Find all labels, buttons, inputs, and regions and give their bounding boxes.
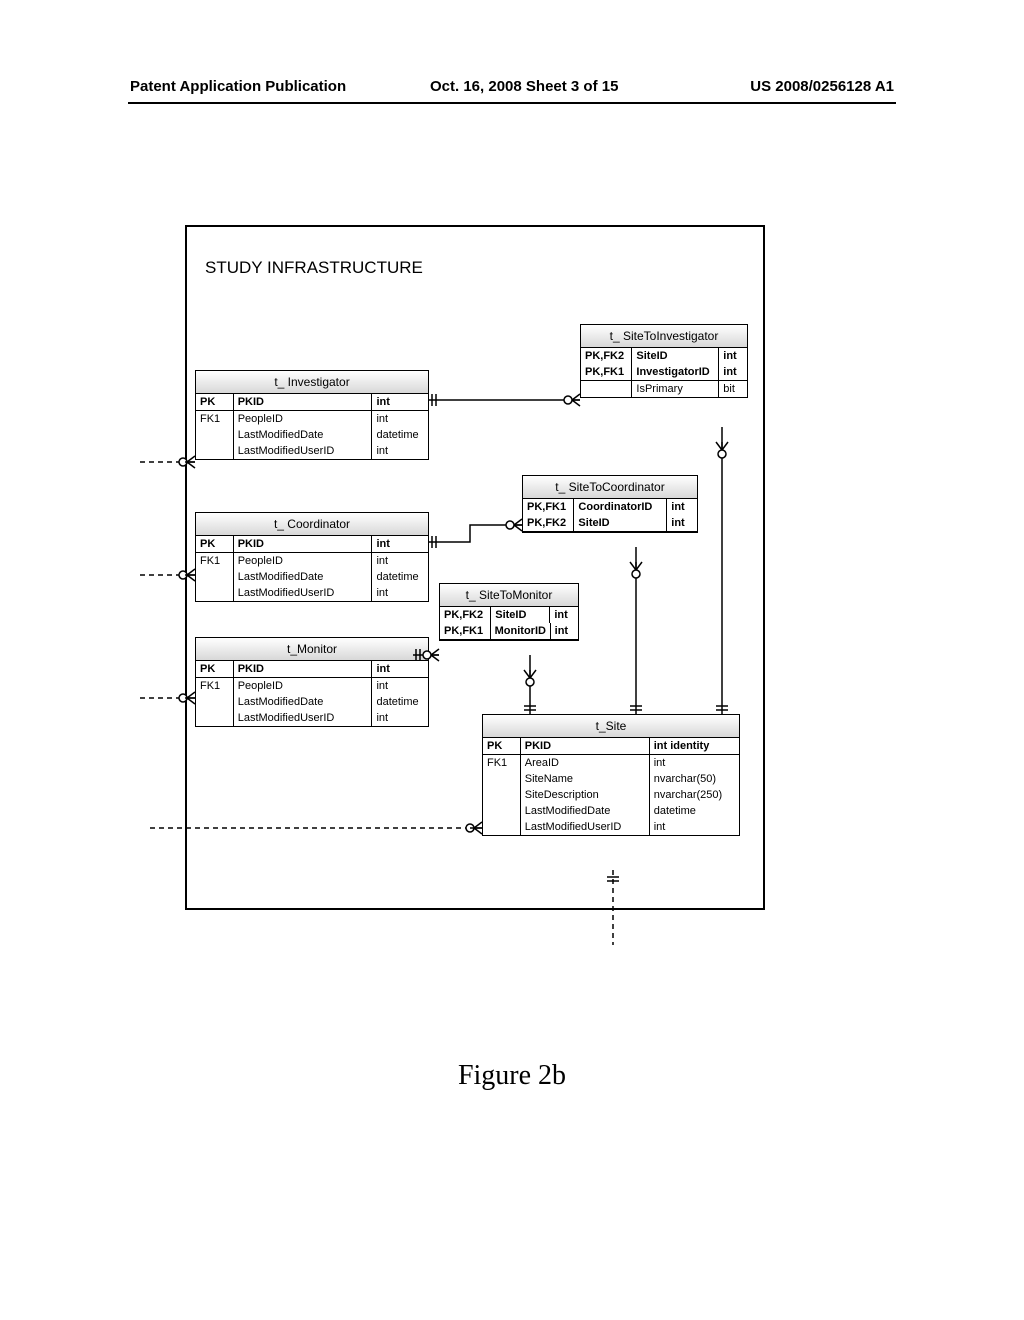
entity-row: LastModifiedUserIDint [483, 819, 739, 835]
entity-row: FK1PeopleIDint [196, 553, 428, 569]
entity-header-row: PK,FK2SiteIDint [523, 515, 697, 532]
entity-header-row: PKPKIDint [196, 536, 428, 553]
entity-header-row: PKPKIDint [196, 394, 428, 411]
entity-row: LastModifiedDatedatetime [196, 569, 428, 585]
diagram-title: STUDY INFRASTRUCTURE [205, 258, 423, 278]
entity-header-row: PK,FK2SiteIDint [581, 348, 747, 364]
entity-header-row: PK,FK1MonitorIDint [440, 623, 578, 640]
entity-title: t_ SiteToCoordinator [523, 476, 697, 499]
entity-investigator: t_ InvestigatorPKPKIDintFK1PeopleIDintLa… [195, 370, 429, 460]
entity-row: LastModifiedUserIDint [196, 585, 428, 601]
entity-monitor: t_MonitorPKPKIDintFK1PeopleIDintLastModi… [195, 637, 429, 727]
entity-row: LastModifiedUserIDint [196, 710, 428, 726]
entity-row: SiteNamenvarchar(50) [483, 771, 739, 787]
entity-header-row: PK,FK1InvestigatorIDint [581, 364, 747, 381]
entity-coordinator: t_ CoordinatorPKPKIDintFK1PeopleIDintLas… [195, 512, 429, 602]
entity-title: t_ Investigator [196, 371, 428, 394]
entity-site-to-coordinator: t_ SiteToCoordinatorPK,FK1CoordinatorIDi… [522, 475, 698, 533]
entity-row: LastModifiedDatedatetime [196, 427, 428, 443]
header-center: Oct. 16, 2008 Sheet 3 of 15 [430, 78, 618, 95]
entity-title: t_Site [483, 715, 739, 738]
entity-title: t_ SiteToInvestigator [581, 325, 747, 348]
entity-row: FK1AreaIDint [483, 755, 739, 771]
entity-title: t_ Coordinator [196, 513, 428, 536]
figure-caption: Figure 2b [0, 1060, 1024, 1092]
entity-site-to-investigator: t_ SiteToInvestigatorPK,FK2SiteIDintPK,F… [580, 324, 748, 398]
entity-row: IsPrimarybit [581, 381, 747, 397]
entity-site-to-monitor: t_ SiteToMonitorPK,FK2SiteIDintPK,FK1Mon… [439, 583, 579, 641]
entity-row: FK1PeopleIDint [196, 411, 428, 427]
entity-header-row: PKPKIDint [196, 661, 428, 678]
entity-row: LastModifiedDatedatetime [196, 694, 428, 710]
entity-row: SiteDescriptionnvarchar(250) [483, 787, 739, 803]
entity-header-row: PKPKIDint identity [483, 738, 739, 755]
header-right: US 2008/0256128 A1 [750, 78, 894, 95]
entity-row: LastModifiedDatedatetime [483, 803, 739, 819]
page-header: Patent Application Publication Oct. 16, … [0, 78, 1024, 108]
entity-title: t_Monitor [196, 638, 428, 661]
entity-row: LastModifiedUserIDint [196, 443, 428, 459]
entity-header-row: PK,FK1CoordinatorIDint [523, 499, 697, 515]
entity-site: t_SitePKPKIDint identityFK1AreaIDintSite… [482, 714, 740, 836]
header-rule [128, 102, 896, 104]
header-left: Patent Application Publication [130, 78, 346, 95]
entity-header-row: PK,FK2SiteIDint [440, 607, 578, 623]
entity-row: FK1PeopleIDint [196, 678, 428, 694]
entity-title: t_ SiteToMonitor [440, 584, 578, 607]
